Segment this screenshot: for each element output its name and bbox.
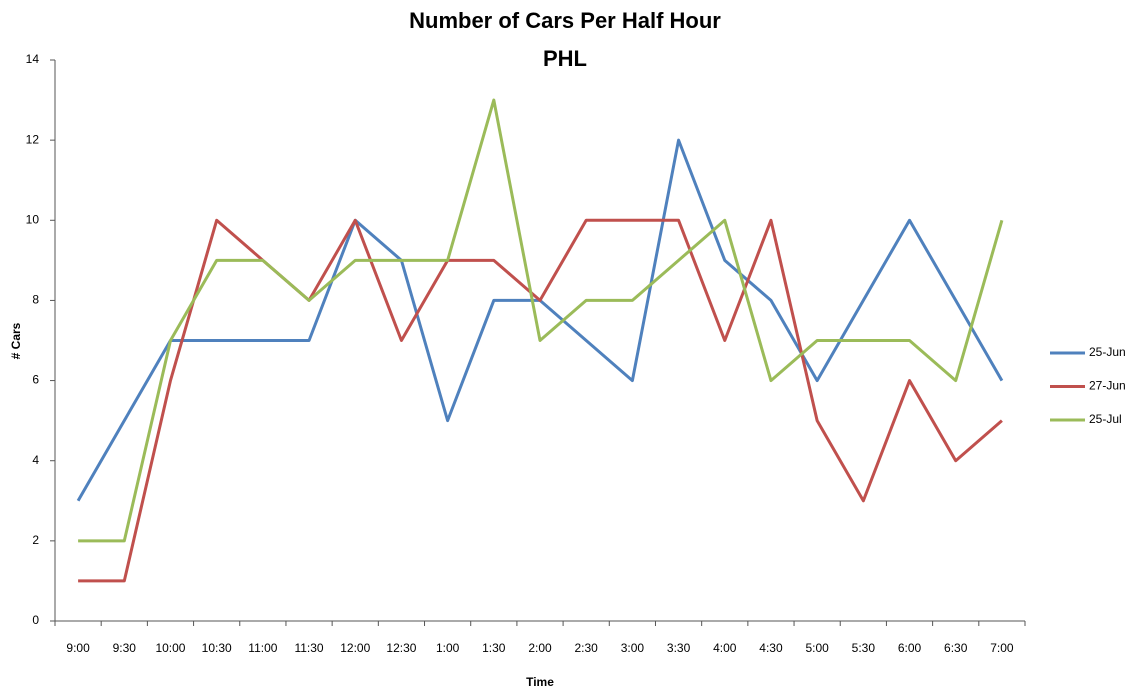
x-tick-label: 9:00 <box>66 641 90 655</box>
y-tick-label: 4 <box>32 453 39 467</box>
x-tick-label: 12:30 <box>386 641 416 655</box>
x-tick-label: 9:30 <box>113 641 137 655</box>
y-axis-title: # Cars <box>9 322 23 359</box>
x-tick-label: 3:30 <box>667 641 691 655</box>
series-line <box>76 138 1004 502</box>
legend-label: 27-Jun <box>1089 379 1126 393</box>
x-tick-label: 10:00 <box>155 641 185 655</box>
x-tick-label: 11:30 <box>294 641 323 655</box>
y-tick-label: 2 <box>32 533 39 547</box>
chart-title: Number of Cars Per Half Hour <box>409 8 721 33</box>
x-tick-label: 10:30 <box>202 641 232 655</box>
x-tick-label: 3:00 <box>621 641 645 655</box>
y-tick-label: 12 <box>26 132 40 146</box>
y-tick-label: 0 <box>32 613 39 627</box>
x-axis-title: Time <box>526 675 554 689</box>
y-tick-label: 10 <box>26 212 40 226</box>
x-tick-label: 1:00 <box>436 641 460 655</box>
x-tick-label: 2:00 <box>528 641 552 655</box>
series-line <box>78 98 1004 543</box>
legend-label: 25-Jun <box>1089 345 1126 359</box>
legend-label: 25-Jul <box>1089 412 1122 426</box>
series-line <box>78 218 1003 583</box>
y-tick-label: 6 <box>32 373 39 387</box>
x-tick-label: 12:00 <box>340 641 370 655</box>
x-tick-label: 2:30 <box>575 641 599 655</box>
y-tick-label: 8 <box>32 293 39 307</box>
x-tick-label: 4:30 <box>759 641 783 655</box>
x-tick-label: 7:00 <box>990 641 1014 655</box>
x-tick-label: 1:30 <box>482 641 506 655</box>
x-tick-label: 11:00 <box>248 641 277 655</box>
x-tick-label: 6:30 <box>944 641 968 655</box>
x-tick-label: 6:00 <box>898 641 922 655</box>
x-tick-label: 5:30 <box>852 641 876 655</box>
x-tick-label: 4:00 <box>713 641 737 655</box>
x-tick-label: 5:00 <box>805 641 829 655</box>
y-tick-label: 14 <box>26 52 40 66</box>
chart-subtitle: PHL <box>543 46 587 71</box>
